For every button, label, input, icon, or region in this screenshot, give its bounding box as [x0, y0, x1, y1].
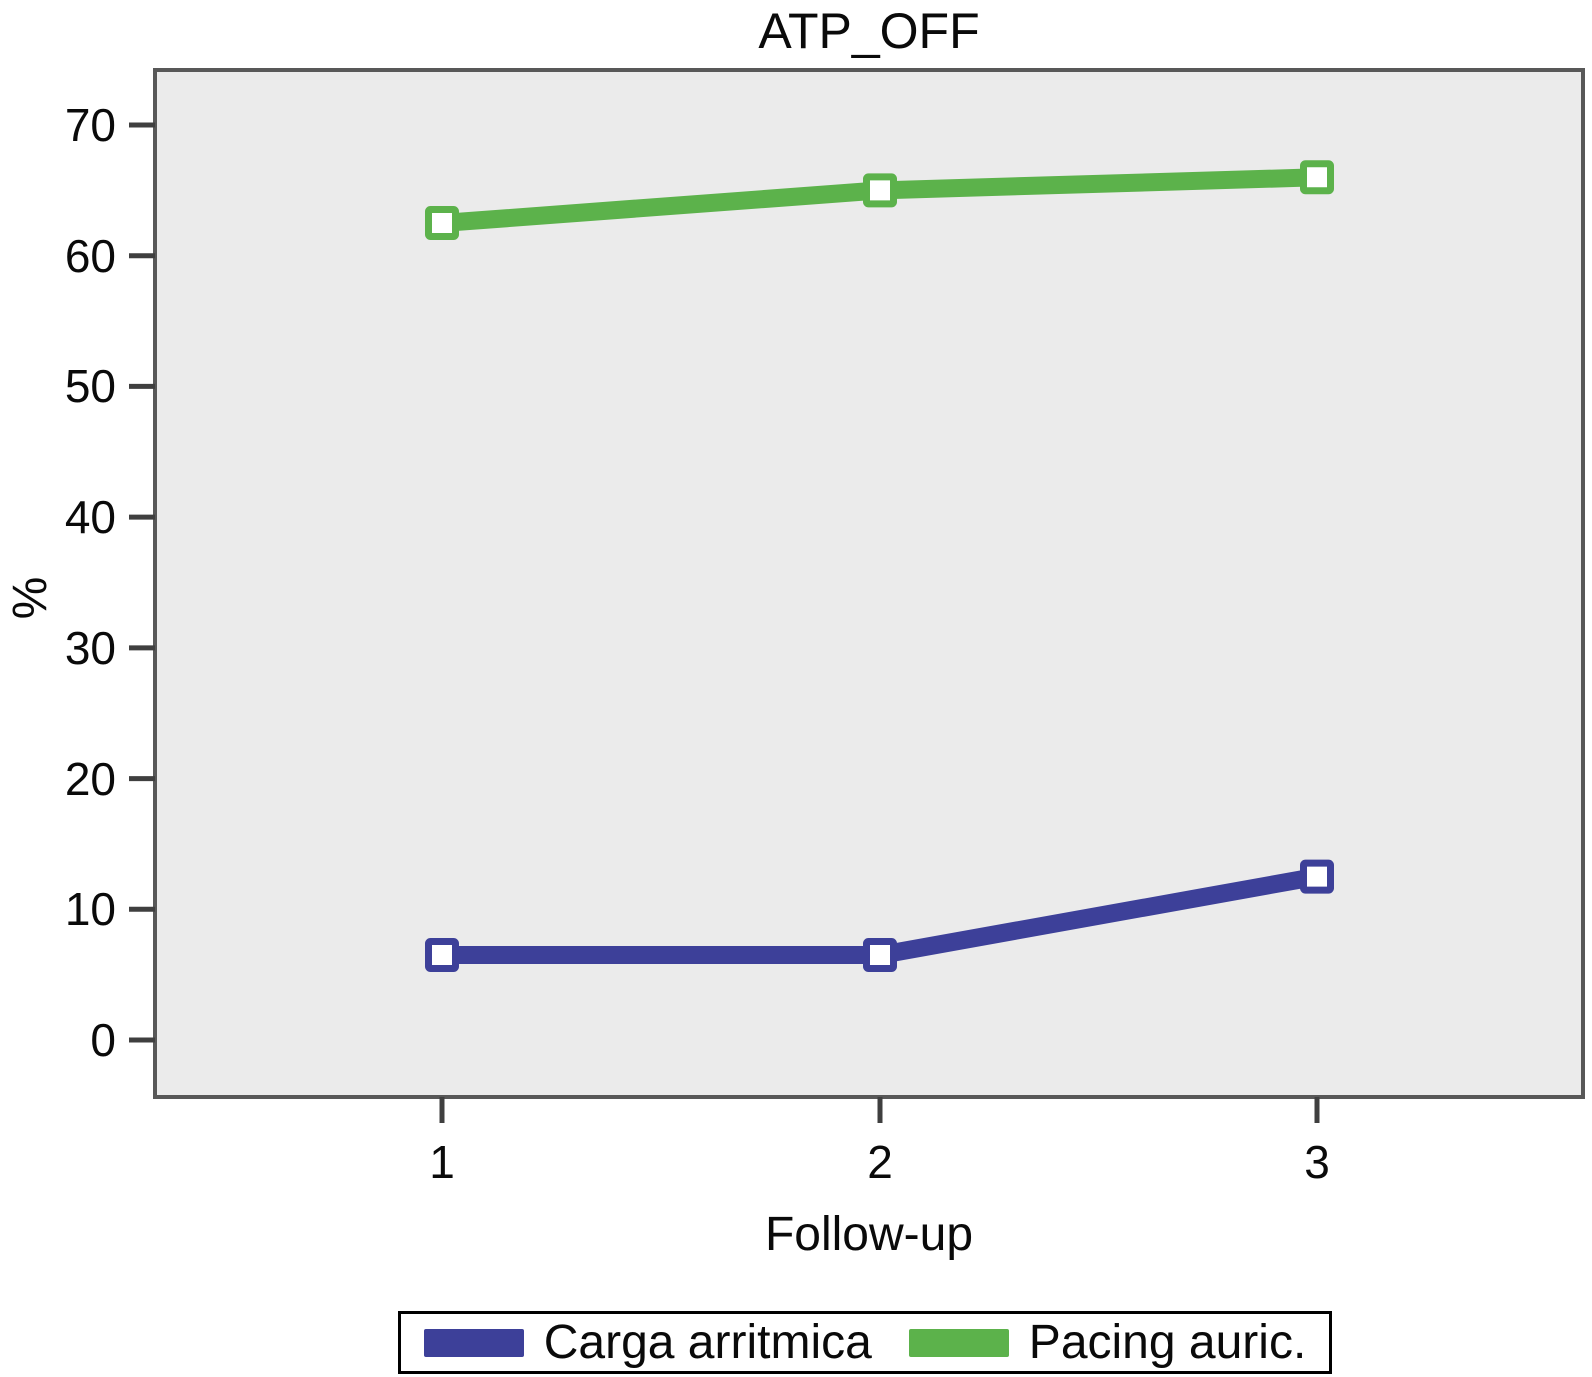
y-tick-label: 40 — [64, 491, 116, 544]
legend-item: Carga arritmica — [423, 1315, 872, 1369]
y-tick-label: 0 — [90, 1014, 116, 1066]
plot-background — [153, 68, 1585, 1099]
x-tick-label: 2 — [867, 1136, 893, 1188]
legend-swatch — [908, 1328, 1009, 1357]
data-point-marker — [425, 938, 459, 973]
legend-swatch — [423, 1328, 524, 1357]
legend: Carga arritmica Pacing auric. — [398, 1311, 1332, 1374]
data-point-marker — [863, 938, 897, 973]
legend-label: Pacing auric. — [1028, 1315, 1307, 1369]
y-tick-label: 10 — [64, 883, 116, 936]
data-point-marker — [1300, 859, 1334, 894]
y-tick-label: 60 — [64, 229, 116, 282]
x-tick-label: 3 — [1304, 1136, 1330, 1188]
legend-label: Carga arritmica — [543, 1315, 872, 1369]
y-tick-label: 50 — [64, 360, 116, 413]
x-tick-label: 1 — [429, 1136, 455, 1188]
y-tick-label: 70 — [64, 99, 116, 151]
data-point-marker — [1300, 160, 1334, 195]
data-point-marker — [863, 173, 897, 208]
chart-title: ATP_OFF — [758, 3, 980, 59]
y-tick-label: 30 — [64, 621, 116, 674]
legend-item: Pacing auric. — [908, 1315, 1307, 1369]
y-tick-label: 20 — [64, 752, 116, 805]
data-point-marker — [425, 206, 459, 241]
x-axis-label: Follow-up — [764, 1208, 974, 1261]
